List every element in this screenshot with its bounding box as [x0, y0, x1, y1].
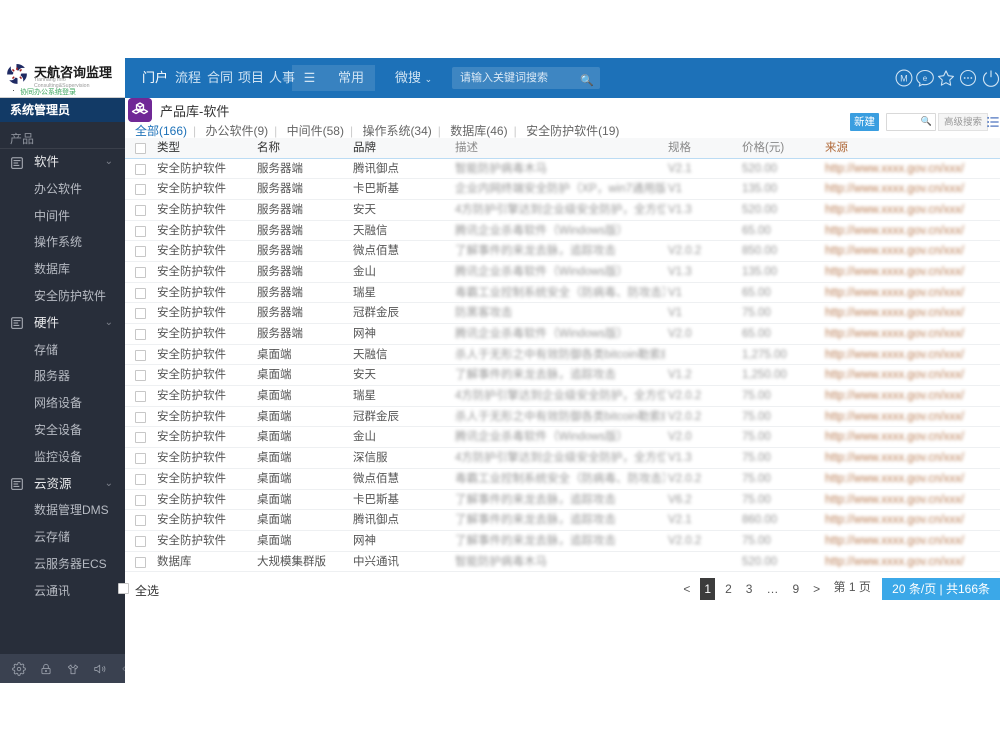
- svg-text:e: e: [923, 74, 928, 83]
- svg-text:M: M: [900, 73, 908, 83]
